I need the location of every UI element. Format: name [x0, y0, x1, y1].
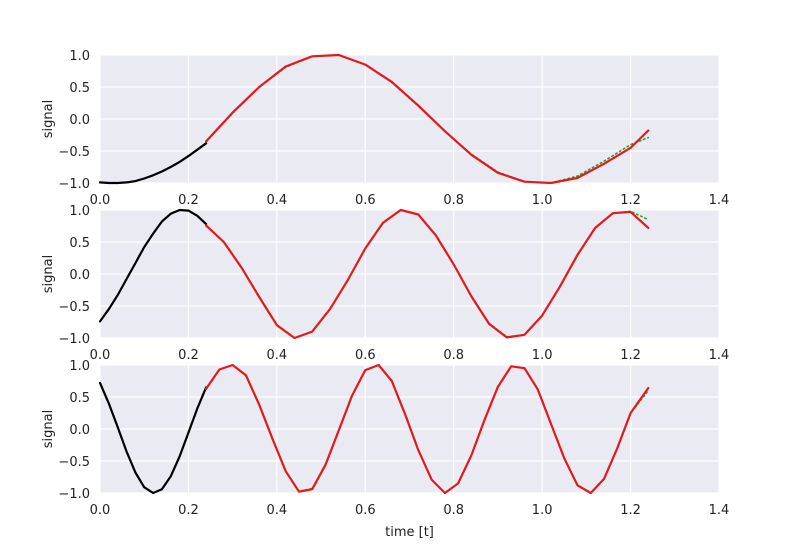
x-tick-label: 0.0 — [90, 503, 111, 518]
y-tick-label: 1.0 — [69, 49, 90, 64]
series-line-1 — [99, 208, 208, 323]
x-tick-label: 1.0 — [532, 348, 553, 363]
series-line-3 — [205, 363, 650, 495]
y-axis-label: signal — [41, 255, 56, 293]
x-tick-label: 0.2 — [178, 348, 199, 363]
x-axis-label: time [t] — [385, 525, 434, 540]
x-tick-label: 0.6 — [355, 503, 376, 518]
y-tick-label: 0.5 — [69, 236, 90, 251]
y-tick-label: −0.5 — [58, 455, 90, 470]
x-tick-label: 0.8 — [443, 503, 464, 518]
x-tick-label: 1.2 — [620, 503, 641, 518]
y-tick-label: 1.0 — [69, 359, 90, 374]
y-tick-label: −1.0 — [58, 177, 90, 192]
y-tick-label: −0.5 — [58, 145, 90, 160]
y-tick-label: 0.0 — [69, 423, 90, 438]
x-tick-label: 1.2 — [620, 348, 641, 363]
x-tick-label: 0.2 — [178, 193, 199, 208]
y-tick-label: −1.0 — [58, 332, 90, 347]
x-tick-label: 0.2 — [178, 503, 199, 518]
y-tick-label: 0.0 — [69, 268, 90, 283]
x-tick-label: 0.4 — [267, 193, 288, 208]
y-tick-label: 0.5 — [69, 81, 90, 96]
y-axis-label: signal — [41, 410, 56, 448]
x-tick-label: 0.0 — [90, 348, 111, 363]
y-axis-label: signal — [41, 100, 56, 138]
series-line-1 — [99, 381, 208, 495]
x-tick-label: 0.6 — [355, 348, 376, 363]
x-tick-label: 0.8 — [443, 193, 464, 208]
x-tick-label: 0.8 — [443, 348, 464, 363]
x-tick-label: 0.4 — [267, 348, 288, 363]
chart-panel-1: 0.0 0.2 0.4 0.6 0.8 1.0 1.2 1.4 −1.0 −0.5 0.0 0.5 1.… — [41, 49, 729, 208]
y-tick-label: −0.5 — [58, 300, 90, 315]
series-line-1 — [99, 142, 208, 185]
x-tick-label: 0.4 — [267, 503, 288, 518]
x-tick-label: 1.4 — [709, 348, 730, 363]
axes-layer: 0.0 0.2 0.4 0.6 0.8 1.0 1.2 1.4 −1.0 −0.5 0.0 0.5 1.… — [41, 49, 729, 540]
y-tick-label: −1.0 — [58, 487, 90, 502]
series-line-3 — [205, 53, 650, 185]
x-tick-label: 0.0 — [90, 193, 111, 208]
x-tick-label: 1.2 — [620, 193, 641, 208]
x-tick-label: 1.0 — [532, 193, 553, 208]
series-line-3 — [205, 208, 650, 340]
x-tick-label: 0.6 — [355, 193, 376, 208]
x-tick-label: 1.4 — [709, 503, 730, 518]
chart-panel-2: 0.0 0.2 0.4 0.6 0.8 1.0 1.2 1.4 −1.0 −0.5 0.0 0.5 1.… — [41, 204, 729, 363]
y-tick-label: 1.0 — [69, 204, 90, 219]
chart-panel-3: 0.0 0.2 0.4 0.6 0.8 1.0 1.2 1.4 −1.0 −0.5 0.0 0.5 1.… — [41, 359, 729, 540]
x-tick-label: 1.4 — [709, 193, 730, 208]
y-tick-label: 0.5 — [69, 391, 90, 406]
x-tick-label: 1.0 — [532, 503, 553, 518]
y-tick-label: 0.0 — [69, 113, 90, 128]
